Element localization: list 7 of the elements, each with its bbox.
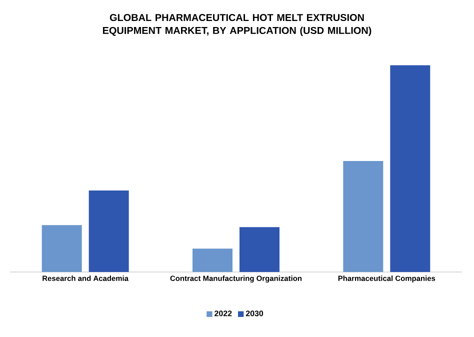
bar (42, 225, 82, 272)
bar (390, 65, 430, 272)
bar (192, 248, 233, 272)
bar (240, 227, 280, 272)
bar (343, 160, 384, 272)
chart-title: GLOBAL PHARMACEUTICAL HOT MELT EXTRUSION EQUIPMENT MARKET, BY APPLICATION (USD MILLION) (102, 14, 372, 36)
bar (88, 190, 129, 272)
